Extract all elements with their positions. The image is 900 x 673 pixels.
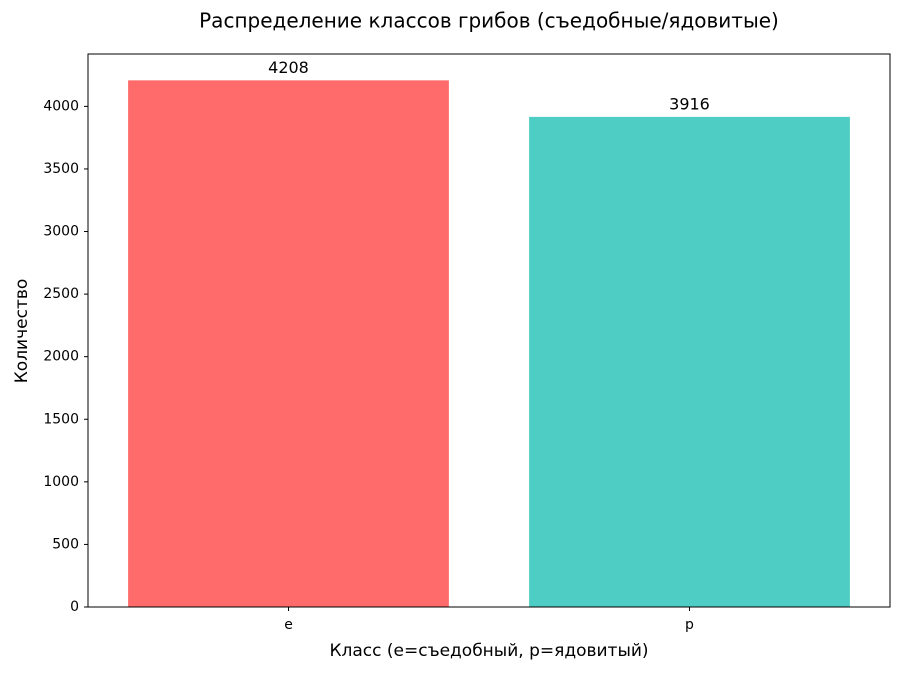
- y-tick-label: 2000: [43, 349, 79, 365]
- bar: [128, 80, 449, 608]
- x-tick-label: e: [284, 617, 293, 633]
- x-tick-label: p: [685, 617, 694, 633]
- y-tick-label: 1500: [43, 411, 79, 427]
- y-tick-label: 2500: [43, 286, 79, 302]
- data-label: 4208: [268, 58, 309, 77]
- y-tick-label: 0: [70, 599, 79, 615]
- data-label: 3916: [669, 94, 710, 113]
- y-tick-label: 4000: [43, 98, 79, 114]
- y-tick-label: 3500: [43, 161, 79, 177]
- y-tick-label: 3000: [43, 224, 79, 240]
- chart-title: Распределение классов грибов (съедобные/…: [199, 9, 779, 33]
- bar: [529, 116, 850, 608]
- x-axis-label: Класс (e=съедобный, p=ядовитый): [329, 641, 648, 661]
- y-tick-label: 500: [52, 536, 79, 552]
- y-tick-label: 1000: [43, 474, 79, 490]
- plot-frame: [87, 53, 891, 608]
- y-axis-label: Количество: [12, 279, 32, 384]
